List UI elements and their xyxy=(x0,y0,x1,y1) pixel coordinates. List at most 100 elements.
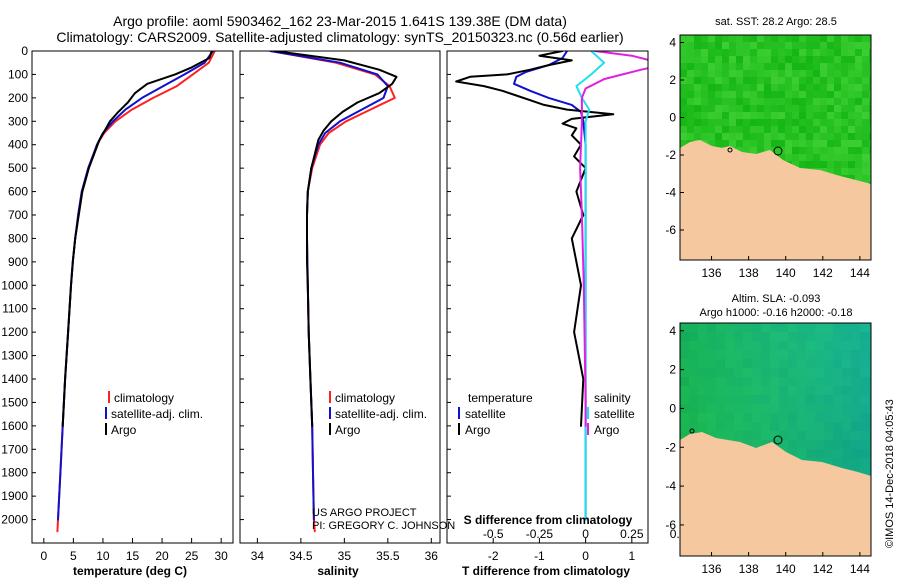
map-cell xyxy=(764,84,772,92)
map-cell xyxy=(824,413,834,423)
map-cell xyxy=(797,323,807,333)
map-cell xyxy=(851,449,861,459)
map-cell xyxy=(771,133,779,141)
map-cell xyxy=(834,168,842,176)
map-cell xyxy=(851,368,861,378)
map-cell xyxy=(725,350,735,360)
map-cell xyxy=(806,368,816,378)
map-cell xyxy=(848,63,856,71)
map-cell xyxy=(820,56,828,64)
series-line-salinity-satellite xyxy=(575,51,606,521)
map-cell xyxy=(680,422,690,432)
legend-label-t-satellite: satellite xyxy=(465,407,506,421)
map-cell xyxy=(788,440,798,450)
map-cell xyxy=(827,105,835,113)
map-cell xyxy=(824,323,834,333)
legend-label-climatology: climatology xyxy=(335,391,395,405)
map-cell xyxy=(687,105,695,113)
credit-project: US ARGO PROJECT xyxy=(312,507,417,519)
map-cell xyxy=(833,431,843,441)
map-cell xyxy=(729,70,737,78)
map-cell xyxy=(750,147,758,155)
map-cell xyxy=(797,395,807,405)
map-cell xyxy=(848,98,856,106)
map-cell xyxy=(841,161,849,169)
map-cell xyxy=(680,56,688,64)
map-cell xyxy=(750,84,758,92)
map-cell xyxy=(855,35,863,43)
map-cell xyxy=(869,161,871,169)
map-cell xyxy=(764,49,772,57)
map-cell xyxy=(736,112,744,120)
map-cell xyxy=(842,404,852,414)
map-cell xyxy=(698,395,708,405)
map-cell xyxy=(680,368,690,378)
map-cell xyxy=(680,84,688,92)
map-cell xyxy=(771,147,779,155)
map-cell xyxy=(841,63,849,71)
map-cell xyxy=(752,413,762,423)
map-cell xyxy=(743,77,751,85)
y-tick-label: 700 xyxy=(8,208,28,222)
map-cell xyxy=(869,140,871,148)
map-cell xyxy=(687,112,695,120)
map-cell xyxy=(725,359,735,369)
map-cell xyxy=(725,431,735,441)
map-cell xyxy=(779,395,789,405)
map-cell xyxy=(743,147,751,155)
map-cell xyxy=(757,56,765,64)
map-cell xyxy=(860,332,870,342)
map-cell xyxy=(680,133,688,141)
map-cell xyxy=(806,49,814,57)
map-cell xyxy=(806,332,816,342)
map-cell xyxy=(694,35,702,43)
y-tick-label: 0 xyxy=(21,44,28,58)
map-cell xyxy=(687,42,695,50)
map-cell xyxy=(707,341,717,351)
map-cell xyxy=(716,368,726,378)
map-cell xyxy=(848,133,856,141)
map-cell xyxy=(743,413,753,423)
map-cell xyxy=(827,133,835,141)
map-cell xyxy=(848,42,856,50)
map-cell xyxy=(833,323,843,333)
map-cell xyxy=(833,386,843,396)
difference-x-axis: -2 -1 0 1 xyxy=(488,538,635,563)
map-cell xyxy=(715,42,723,50)
map-cell xyxy=(725,377,735,387)
map-cell xyxy=(687,91,695,99)
map-cell xyxy=(862,42,870,50)
map-cell xyxy=(750,70,758,78)
map-cell xyxy=(797,431,807,441)
map-cell xyxy=(848,112,856,120)
map-cell xyxy=(708,133,716,141)
map-cell xyxy=(752,368,762,378)
map-cell xyxy=(788,323,798,333)
map-cell xyxy=(770,368,780,378)
map-cell xyxy=(770,323,780,333)
map-cell xyxy=(722,84,730,92)
map-cell xyxy=(834,56,842,64)
x-tick-label: 25 xyxy=(185,549,199,563)
map-cell xyxy=(757,119,765,127)
lon-tick-label: 140 xyxy=(776,266,796,280)
map-cell xyxy=(862,105,870,113)
map-cell xyxy=(743,404,753,414)
difference-top-xlabel: S difference from climatology xyxy=(464,513,633,527)
map-cell xyxy=(736,63,744,71)
map-cell xyxy=(785,49,793,57)
map-cell xyxy=(797,449,807,459)
map-cell xyxy=(778,56,786,64)
map-cell xyxy=(855,161,863,169)
map-cell xyxy=(715,133,723,141)
map-cell xyxy=(813,119,821,127)
map-cell xyxy=(778,84,786,92)
map-cell xyxy=(736,133,744,141)
map-cell xyxy=(725,404,735,414)
map-cell xyxy=(820,63,828,71)
x-tick-label: 5 xyxy=(70,549,77,563)
map-cell xyxy=(834,77,842,85)
map-cell xyxy=(820,98,828,106)
map-cell xyxy=(770,422,780,432)
map-cell xyxy=(855,105,863,113)
